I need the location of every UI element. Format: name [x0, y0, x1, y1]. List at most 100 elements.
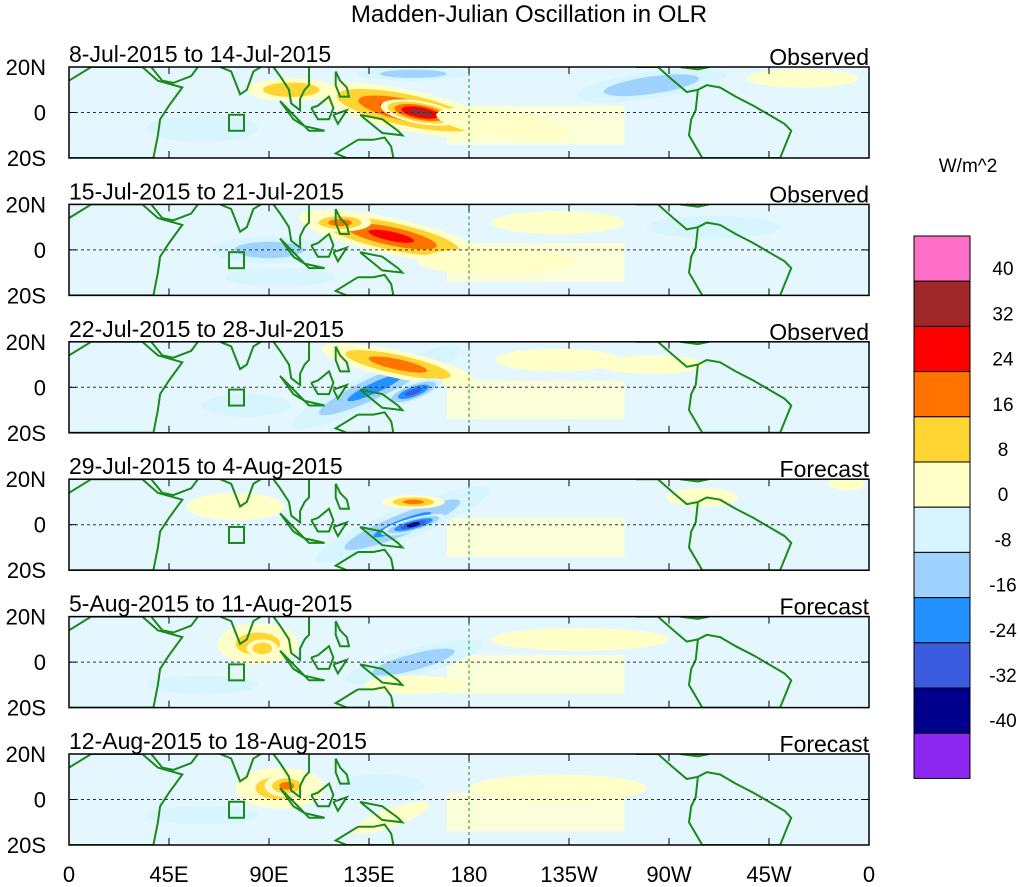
x-tick-label: 135E	[343, 862, 394, 887]
colorbar-level-label: -40	[989, 711, 1016, 732]
panel-period-label: 12-Aug-2015 to 18-Aug-2015	[69, 728, 367, 754]
colorbar-level-label: 24	[992, 350, 1014, 371]
colorbar-level-label: 16	[992, 395, 1013, 416]
coastline	[334, 208, 351, 235]
y-tick-label: 0	[34, 375, 46, 400]
x-tick-label: 180	[451, 862, 488, 887]
region-box	[228, 251, 245, 270]
coastline	[334, 345, 351, 373]
region-box	[228, 663, 245, 682]
chart-title: Madden-Julian Oscillation in OLR	[351, 1, 707, 28]
y-tick-label: 20N	[6, 742, 46, 767]
background-band	[446, 655, 625, 694]
coastline	[303, 812, 325, 819]
coastline	[679, 67, 710, 71]
region-box	[228, 525, 245, 544]
y-tick-label: 20N	[6, 330, 46, 355]
coastline	[150, 204, 199, 222]
colorbar-swatch	[913, 687, 971, 734]
coastline	[310, 507, 335, 533]
coastline	[635, 754, 793, 845]
panel-kind-label: Forecast	[780, 456, 870, 482]
anomaly-contour	[603, 74, 699, 97]
coastline	[150, 341, 199, 359]
colorbar-swatch	[913, 280, 971, 327]
panel-kind-label: Observed	[769, 44, 869, 70]
panel: 20N 0 20S 5-Aug-2015 to 11-Aug-2015 Forecast	[6, 591, 870, 721]
colorbar-units: W/m^2	[939, 156, 998, 177]
coastline	[359, 663, 405, 687]
colorbar-level-label: -16	[989, 576, 1016, 597]
coastline	[219, 341, 263, 371]
y-tick-label: 0	[34, 238, 46, 263]
coastline	[219, 67, 263, 96]
y-tick-label: 0	[34, 650, 46, 675]
coastline	[359, 800, 405, 824]
anomaly-contour	[495, 348, 621, 372]
background-band	[446, 517, 625, 557]
coastline	[219, 616, 263, 646]
coastline	[334, 71, 351, 98]
colorbar-swatch	[913, 325, 971, 373]
panels-group: 20N 0 20S 8-Jul-2015 to 14-Jul-2015 Observed…	[6, 41, 870, 858]
panel-period-label: 5-Aug-2015 to 11-Aug-2015	[69, 591, 352, 617]
coastline	[272, 204, 310, 250]
y-tick-label: 20S	[7, 283, 46, 308]
coastline	[69, 67, 184, 158]
anomaly-contour	[403, 499, 424, 505]
x-axis: 0 45E 90E 135E 180 135W 90W 45W 0	[63, 862, 875, 887]
coastline	[303, 399, 325, 407]
region-box	[228, 113, 245, 132]
anomaly-contour	[417, 247, 574, 275]
colorbar-level-label: 40	[992, 259, 1013, 280]
anomaly-contour	[597, 355, 705, 374]
coastline	[150, 479, 199, 497]
anomaly-contour	[186, 492, 285, 521]
colorbar-swatch	[913, 461, 971, 508]
coastline	[150, 754, 199, 771]
panel: 20N 0 20S 29-Jul-2015 to 4-Aug-2015 Forecast	[6, 453, 870, 583]
anomaly-contour	[224, 268, 336, 287]
panel-kind-label: Forecast	[780, 594, 870, 620]
x-tick-label: 135W	[540, 862, 598, 887]
coastline	[310, 94, 335, 121]
y-tick-label: 20S	[7, 696, 46, 721]
colorbar-level-label: 8	[998, 440, 1009, 461]
colorbar-level-label: 32	[992, 304, 1013, 325]
anomaly-contour	[469, 774, 647, 802]
anomaly-contour	[335, 774, 425, 798]
coastline	[219, 204, 263, 234]
coastline	[333, 136, 395, 158]
y-tick-label: 0	[34, 788, 46, 813]
panel: 20N 0 20S 8-Jul-2015 to 14-Jul-2015 Observed	[6, 41, 870, 171]
y-tick-label: 20S	[7, 146, 46, 171]
coastline	[635, 341, 793, 433]
coastline	[310, 232, 335, 258]
coastline	[679, 479, 710, 483]
panel-kind-label: Observed	[769, 319, 869, 345]
x-tick-label: 45E	[149, 862, 188, 887]
coastline	[310, 644, 335, 670]
colorbar-swatch	[913, 597, 971, 644]
colorbar-level-label: 0	[998, 485, 1009, 506]
coastline	[333, 273, 395, 296]
coastline	[303, 125, 325, 132]
x-tick-label: 0	[63, 862, 75, 887]
y-tick-label: 20N	[6, 605, 46, 630]
y-tick-label: 20S	[7, 558, 46, 583]
coastline	[219, 479, 263, 509]
panel-period-label: 22-Jul-2015 to 28-Jul-2015	[69, 316, 344, 342]
region-box	[228, 388, 245, 407]
anomaly-contour	[404, 387, 423, 396]
y-tick-label: 20S	[7, 833, 46, 858]
anomaly-contour	[829, 479, 865, 491]
x-tick-label: 0	[863, 862, 875, 887]
anomaly-contour	[146, 114, 258, 143]
colorbar: W/m^2 40 32 24 16 8 0 -8 -16 -24 -32 -40	[913, 156, 1017, 779]
panel: 20N 0 20S 22-Jul-2015 to 28-Jul-2015 Observe…	[6, 316, 870, 446]
coastline	[333, 685, 395, 708]
coastline	[333, 548, 395, 571]
coastline	[334, 620, 351, 648]
coastline	[272, 341, 310, 388]
y-tick-label: 0	[34, 101, 46, 126]
